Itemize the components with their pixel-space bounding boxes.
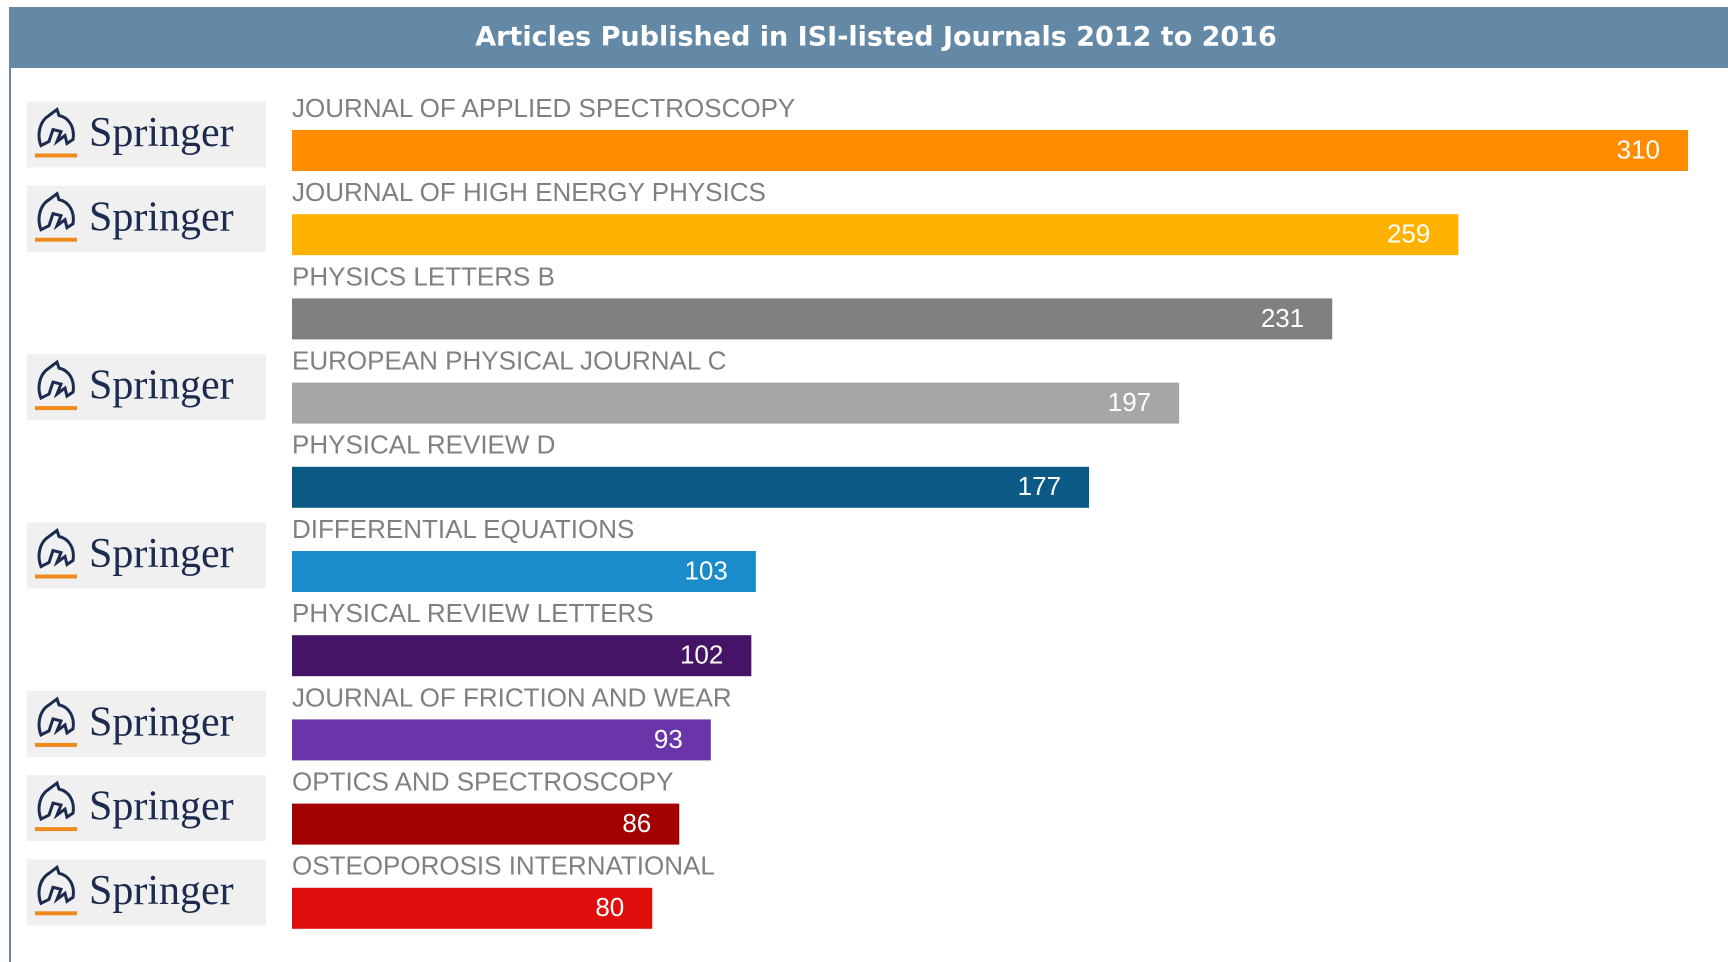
value-label: 310 <box>1617 134 1660 164</box>
bar <box>292 298 1333 340</box>
logo-underline <box>35 574 77 579</box>
value-label: 259 <box>1387 219 1430 249</box>
category-label: PHYSICAL REVIEW LETTERS <box>292 598 654 628</box>
bar <box>292 719 711 761</box>
value-label: 102 <box>680 640 723 670</box>
logo-underline <box>35 827 77 832</box>
category-label: JOURNAL OF HIGH ENERGY PHYSICS <box>292 177 766 207</box>
publisher-logo: Springer <box>27 101 266 168</box>
value-label: 103 <box>684 555 727 585</box>
bar <box>292 130 1688 171</box>
logo-text: Springer <box>89 868 234 914</box>
chart-title: Articles Published in ISI-listed Journal… <box>475 22 1277 53</box>
logo-underline <box>35 911 77 916</box>
logo-text: Springer <box>89 700 234 746</box>
logo-horse <box>37 780 75 822</box>
logo-text: Springer <box>89 363 234 409</box>
category-label: JOURNAL OF APPLIED SPECTROSCOPY <box>292 93 795 123</box>
category-label: OSTEOPOROSIS INTERNATIONAL <box>292 851 715 881</box>
category-label: PHYSICS LETTERS B <box>292 261 555 291</box>
logo-horse <box>37 359 75 401</box>
logo-horse <box>37 191 75 232</box>
category-label: DIFFERENTIAL EQUATIONS <box>292 514 634 544</box>
publisher-logo: Springer <box>27 690 266 757</box>
logo-text: Springer <box>89 110 234 156</box>
category-label: EUROPEAN PHYSICAL JOURNAL C <box>292 345 726 375</box>
bar <box>292 214 1459 256</box>
logo-horse <box>37 864 75 906</box>
publisher-logo: Springer <box>27 859 266 926</box>
bar <box>292 382 1180 424</box>
value-label: 93 <box>654 724 683 754</box>
value-label: 177 <box>1018 471 1061 501</box>
header-bar <box>9 7 1728 68</box>
bar <box>292 635 752 677</box>
logo-text: Springer <box>89 531 234 577</box>
logo-horse <box>37 107 75 148</box>
logo-underline <box>35 742 77 747</box>
value-label: 231 <box>1261 303 1304 333</box>
logo-underline <box>35 406 77 411</box>
publisher-logo: Springer <box>27 354 266 421</box>
bar <box>292 466 1090 508</box>
logo-text: Springer <box>89 784 234 830</box>
publisher-logo: Springer <box>27 522 266 589</box>
value-label: 80 <box>595 892 624 922</box>
category-label: OPTICS AND SPECTROSCOPY <box>292 766 673 796</box>
bar <box>292 803 680 845</box>
category-label: JOURNAL OF FRICTION AND WEAR <box>292 682 732 712</box>
logo-underline <box>35 237 77 242</box>
value-label: 197 <box>1108 387 1151 417</box>
bar <box>292 887 653 929</box>
publisher-logo: Springer <box>27 185 266 252</box>
logo-horse <box>37 696 75 737</box>
logo-horse <box>37 528 75 569</box>
logo-text: Springer <box>89 194 234 240</box>
category-label: PHYSICAL REVIEW D <box>292 430 555 460</box>
logo-underline <box>35 153 77 158</box>
value-label: 86 <box>622 808 651 838</box>
bar <box>292 551 756 592</box>
publisher-logo: Springer <box>27 775 266 842</box>
